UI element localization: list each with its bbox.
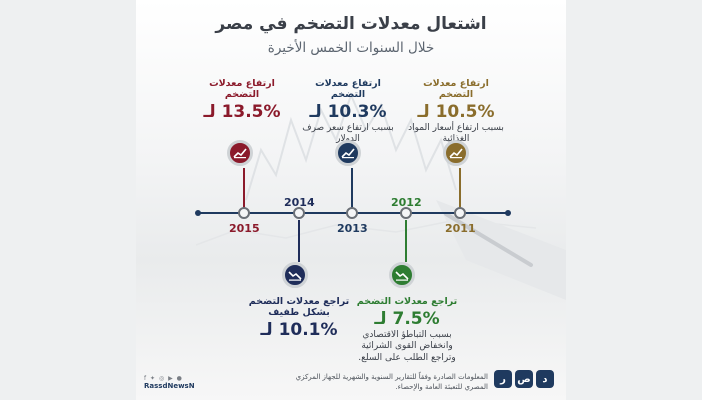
left-margin: [0, 0, 136, 400]
event-2014: تراجع معدلات التضخم بشكل طفيف 10.1% لـ: [244, 296, 354, 340]
event-2012-value: 7.5% لـ: [374, 309, 440, 329]
stem-2013: [351, 168, 353, 208]
chart-down-icon-2014: [282, 262, 308, 288]
year-2013: 2013: [337, 222, 368, 235]
brand-footer: f ✦ ◎ ▶ ● RassdNewsN: [144, 375, 236, 390]
chart-up-icon-2011: [443, 140, 469, 166]
event-2011: ارتفاع معدلات التضخم 10.5% لـ بسبب ارتفا…: [406, 78, 506, 146]
logo-letter: ص: [515, 370, 533, 388]
logo-letter: ر: [494, 370, 512, 388]
tick-2013: [346, 207, 358, 219]
event-2011-desc: بسبب ارتفاع أسعار المواد الغذائية: [408, 123, 504, 144]
event-2015: ارتفاع معدلات التضخم 13.5% لـ: [192, 78, 292, 122]
event-2014-value: 10.1% لـ: [260, 320, 338, 340]
event-2013-title: ارتفاع معدلات التضخم: [315, 78, 381, 100]
event-2015-value: 13.5% لـ: [203, 102, 281, 122]
logo-letter: د: [536, 370, 554, 388]
social-icons: f ✦ ◎ ▶ ●: [144, 375, 183, 382]
event-2013-desc: بسبب ارتفاع سعر صرف الدولار: [302, 123, 394, 144]
event-2012-desc: بسبب التباطؤ الاقتصادي وانخفاض القوى الش…: [358, 330, 456, 363]
event-2011-value: 10.5% لـ: [417, 102, 495, 122]
background-stock-art: [195, 92, 566, 300]
event-2013-value: 10.3% لـ: [309, 102, 387, 122]
event-2012: تراجع معدلات التضخم 7.5% لـ بسبب التباطؤ…: [348, 296, 466, 364]
year-2012: 2012: [391, 196, 422, 209]
chart-up-icon-2015: [227, 140, 253, 166]
infographic-card: اشتعال معدلات التضخم في مصر خلال السنوات…: [136, 0, 566, 400]
rassd-logo: ر ص د: [494, 370, 554, 388]
page-subtitle: خلال السنوات الخمس الأخيرة: [267, 40, 435, 56]
social-handle: RassdNewsN: [144, 382, 195, 390]
event-2014-title: تراجع معدلات التضخم بشكل طفيف: [248, 296, 350, 318]
source-note: المعلومات الصادرة وفقاً للتقارير السنوية…: [295, 373, 488, 391]
tick-2012: [400, 207, 412, 219]
event-2012-title: تراجع معدلات التضخم: [356, 296, 458, 307]
stem-2014: [298, 220, 300, 262]
right-margin: [566, 0, 702, 400]
stem-2012: [405, 220, 407, 262]
page-title: اشتعال معدلات التضخم في مصر: [215, 14, 487, 34]
event-2015-title: ارتفاع معدلات التضخم: [209, 78, 275, 100]
chart-down-icon-2012: [389, 262, 415, 288]
tick-2011: [454, 207, 466, 219]
tick-2014: [293, 207, 305, 219]
year-2011: 2011: [445, 222, 476, 235]
chart-up-icon-2013: [335, 140, 361, 166]
tick-2015: [238, 207, 250, 219]
stem-2015: [243, 168, 245, 208]
event-2013: ارتفاع معدلات التضخم 10.3% لـ بسبب ارتفا…: [302, 78, 394, 146]
stem-2011: [459, 168, 461, 208]
year-2014: 2014: [284, 196, 315, 209]
event-2011-title: ارتفاع معدلات التضخم: [423, 78, 489, 100]
year-2015: 2015: [229, 222, 260, 235]
